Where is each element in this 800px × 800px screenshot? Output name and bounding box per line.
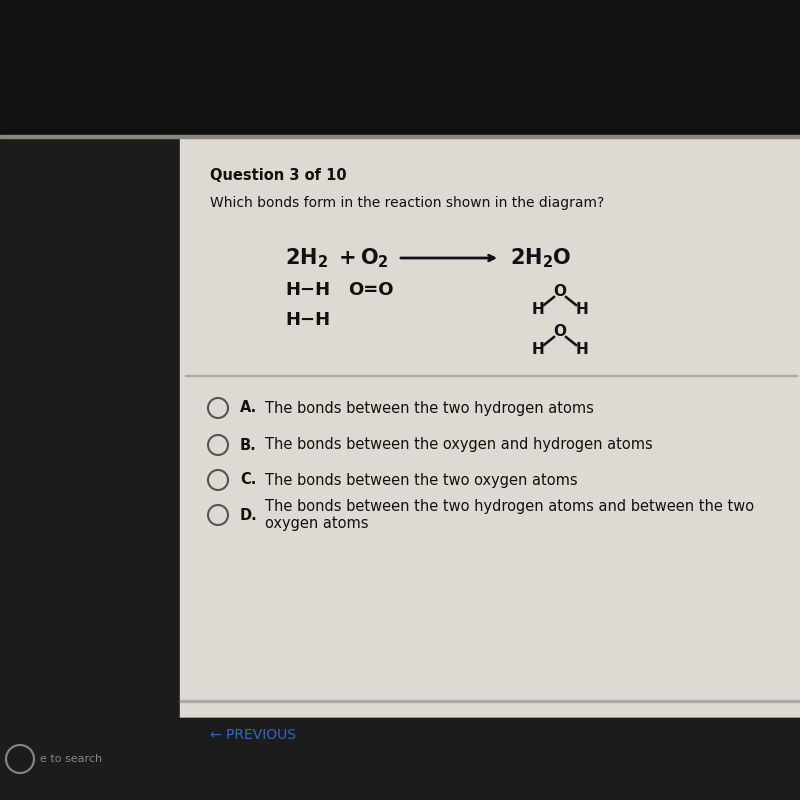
Bar xyxy=(180,700,800,702)
Text: $\mathbf{+}$: $\mathbf{+}$ xyxy=(338,248,355,268)
Text: Question 3 of 10: Question 3 of 10 xyxy=(210,168,346,183)
Bar xyxy=(0,135,800,138)
Text: The bonds between the two oxygen atoms: The bonds between the two oxygen atoms xyxy=(265,473,578,487)
Text: D.: D. xyxy=(240,507,258,522)
Text: C.: C. xyxy=(240,473,256,487)
Text: $\mathbf{O_2}$: $\mathbf{O_2}$ xyxy=(360,246,389,270)
Bar xyxy=(0,138,180,718)
Bar xyxy=(0,718,800,800)
Bar xyxy=(0,0,800,135)
Bar xyxy=(185,375,797,376)
Text: O: O xyxy=(554,325,566,339)
Text: The bonds between the oxygen and hydrogen atoms: The bonds between the oxygen and hydroge… xyxy=(265,438,653,453)
Text: B.: B. xyxy=(240,438,257,453)
Text: H: H xyxy=(532,302,544,318)
Text: O: O xyxy=(554,285,566,299)
Text: O=O: O=O xyxy=(348,281,394,299)
Bar xyxy=(0,718,800,800)
Text: H: H xyxy=(576,342,588,358)
Text: $\mathbf{2H_2}$: $\mathbf{2H_2}$ xyxy=(285,246,328,270)
Bar xyxy=(180,138,800,718)
Text: $\mathbf{2H_2O}$: $\mathbf{2H_2O}$ xyxy=(510,246,571,270)
Text: A.: A. xyxy=(240,401,258,415)
Text: e to search: e to search xyxy=(40,754,102,764)
Text: H−H: H−H xyxy=(285,281,330,299)
Text: H: H xyxy=(532,342,544,358)
Text: Which bonds form in the reaction shown in the diagram?: Which bonds form in the reaction shown i… xyxy=(210,196,604,210)
Text: The bonds between the two hydrogen atoms: The bonds between the two hydrogen atoms xyxy=(265,401,594,415)
Text: H: H xyxy=(576,302,588,318)
Text: The bonds between the two hydrogen atoms and between the two
oxygen atoms: The bonds between the two hydrogen atoms… xyxy=(265,499,754,531)
Text: ← PREVIOUS: ← PREVIOUS xyxy=(210,728,296,742)
Text: H−H: H−H xyxy=(285,311,330,329)
